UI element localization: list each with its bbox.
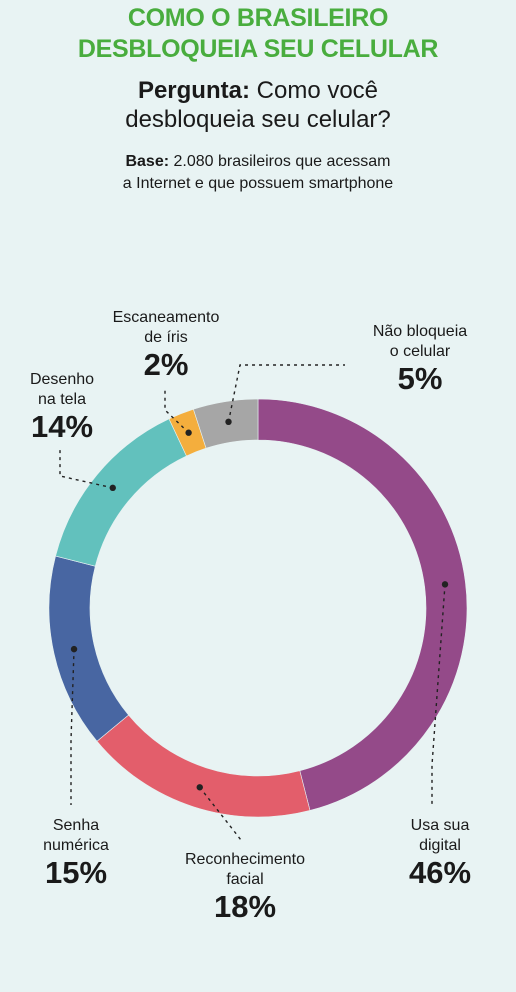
base-line-1: 2.080 brasileiros que acessam bbox=[173, 153, 391, 170]
question-line-2: desbloqueia seu celular? bbox=[125, 106, 391, 133]
slice-1 bbox=[96, 714, 311, 818]
question-line-1: Como você bbox=[256, 77, 379, 104]
label-usa-sua-digital: Usa sua digital 46% bbox=[408, 817, 472, 890]
title-line-1: COMO O BRASILEIRO bbox=[127, 4, 389, 32]
leader-dot-0 bbox=[441, 581, 449, 588]
leader-dot-1 bbox=[196, 784, 203, 791]
question-label: Pergunta: bbox=[137, 77, 250, 104]
title-line-2: DESBLOQUEIA SEU CELULAR bbox=[77, 35, 439, 63]
slice-5 bbox=[193, 398, 259, 449]
label-nao-bloqueia: Não bloqueia o celular 5% bbox=[372, 323, 468, 396]
leader-line-3 bbox=[59, 448, 113, 489]
label-reconhecimento-facial: Reconhecimento facial 18% bbox=[184, 851, 306, 924]
label-senha-numerica: Senha numérica 15% bbox=[43, 817, 109, 890]
leader-dot-3 bbox=[109, 484, 116, 492]
slice-0 bbox=[257, 398, 468, 811]
leader-dot-4 bbox=[185, 429, 192, 436]
base-label: Base: bbox=[125, 153, 170, 170]
leader-line-5 bbox=[227, 364, 345, 422]
slice-2 bbox=[48, 555, 129, 742]
chart-title: COMO O BRASILEIRO DESBLOQUEIA SEU CELULA… bbox=[0, 3, 516, 65]
label-escaneamento-de-iris: Escaneamento de íris 2% bbox=[112, 309, 220, 382]
base-note: Base: 2.080 brasileiros que acessam a In… bbox=[0, 151, 516, 195]
base-line-2: a Internet e que possuem smartphone bbox=[122, 175, 394, 192]
label-desenho-na-tela: Desenho na tela 14% bbox=[29, 371, 95, 444]
leader-line-2 bbox=[70, 649, 75, 805]
leader-dot-2 bbox=[70, 645, 78, 653]
leader-dot-5 bbox=[225, 418, 232, 426]
question: Pergunta: Como você desbloqueia seu celu… bbox=[0, 76, 516, 134]
